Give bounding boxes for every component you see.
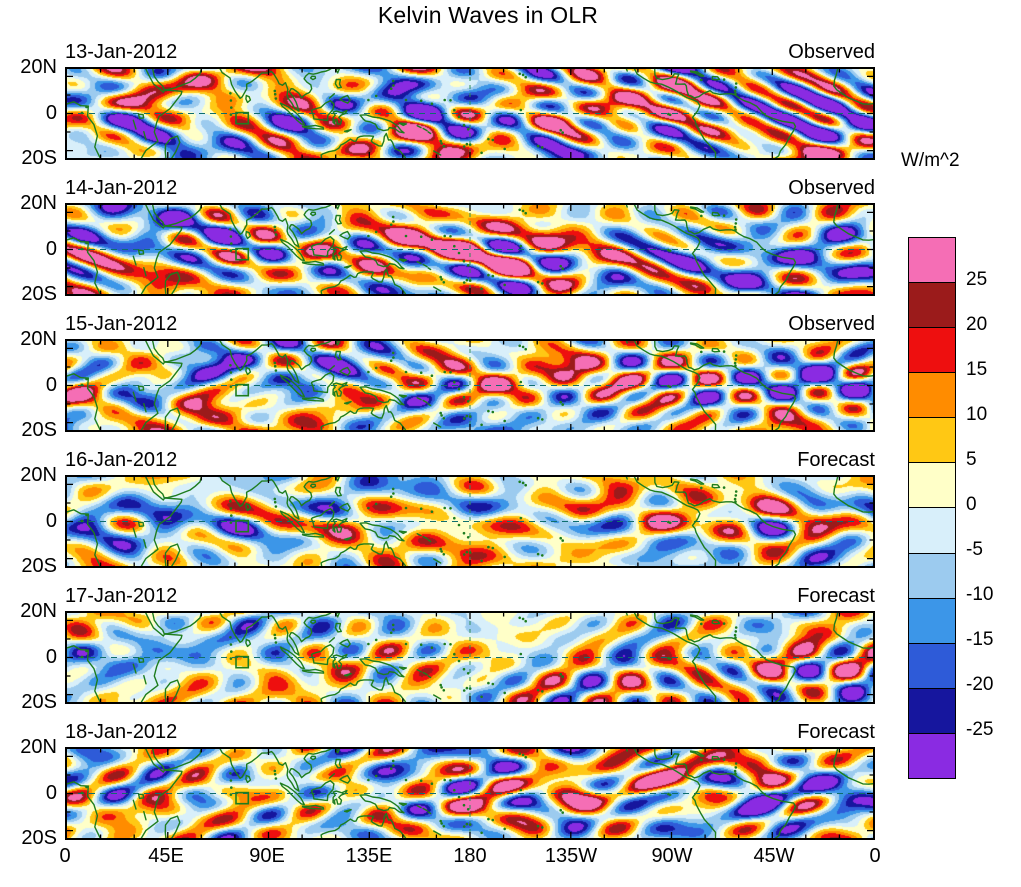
colorbar-swatch [909, 373, 955, 419]
colorbar-swatch [909, 553, 955, 599]
y-tick-label: 20N [20, 600, 57, 622]
colorbar-units-label: W/m^2 [901, 150, 960, 171]
panel-date: 16-Jan-2012 [65, 449, 178, 471]
colorbar-tick-label: 5 [966, 449, 977, 470]
map-plot [65, 203, 875, 296]
y-tick-label: 20S [21, 555, 57, 577]
map-overlay [67, 69, 873, 158]
colorbar-tick-label: -15 [966, 629, 994, 650]
colorbar-tick-label: 25 [966, 269, 988, 290]
colorbar [908, 237, 956, 779]
colorbar-swatch [909, 238, 955, 284]
chart-title: Kelvin Waves in OLR [377, 2, 599, 28]
panel-date: 13-Jan-2012 [65, 41, 178, 63]
map-overlay [67, 613, 873, 702]
colorbar-swatch [909, 733, 955, 778]
map-panel-5: 17-Jan-2012 Forecast 20N 0 20S [0, 585, 875, 712]
map-overlay [67, 477, 873, 566]
panel-source-label: Observed [788, 313, 875, 335]
y-tick-label: 20S [21, 147, 57, 169]
panel-date: 14-Jan-2012 [65, 177, 178, 199]
panel-source-label: Observed [788, 41, 875, 63]
map-panel-3: 15-Jan-2012 Observed 20N 0 20S [0, 313, 875, 440]
panel-date: 17-Jan-2012 [65, 585, 178, 607]
map-plot [65, 67, 875, 160]
panel-header: 18-Jan-2012 Forecast [65, 720, 875, 744]
y-tick-label: 0 [45, 102, 57, 124]
map-plot [65, 747, 875, 840]
colorbar-swatch [909, 283, 955, 329]
colorbar-tick-label: 15 [966, 359, 988, 380]
x-tick-label: 0 [869, 845, 881, 867]
y-tick-label: 0 [45, 646, 57, 668]
map-panel-6: 18-Jan-2012 Forecast 20N 0 20S [0, 721, 875, 848]
y-tick-label: 20S [21, 827, 57, 849]
colorbar-swatch [909, 418, 955, 464]
x-tick-label: 45W [753, 845, 795, 867]
y-tick-label: 0 [45, 510, 57, 532]
x-tick-label: 90E [249, 845, 285, 867]
map-plot [65, 475, 875, 568]
colorbar-tick-label: -25 [966, 719, 994, 740]
y-tick-label: 0 [45, 374, 57, 396]
y-tick-label: 20N [20, 464, 57, 486]
panel-header: 15-Jan-2012 Observed [65, 312, 875, 336]
y-tick-label: 0 [45, 782, 57, 804]
y-tick-label: 20S [21, 283, 57, 305]
x-tick-label: 45E [148, 845, 184, 867]
panel-header: 16-Jan-2012 Forecast [65, 448, 875, 472]
colorbar-swatch [909, 328, 955, 374]
map-panel-1: 13-Jan-2012 Observed 20N 0 20S [0, 41, 875, 168]
panel-source-label: Forecast [797, 585, 875, 607]
panel-source-label: Forecast [797, 721, 875, 743]
panel-header: 14-Jan-2012 Observed [65, 176, 875, 200]
x-tick-label: 135E [345, 845, 393, 867]
panel-date: 15-Jan-2012 [65, 313, 178, 335]
y-tick-label: 20N [20, 192, 57, 214]
y-tick-label: 0 [45, 238, 57, 260]
x-tick-label: 180 [453, 845, 487, 867]
map-panel-2: 14-Jan-2012 Observed 20N 0 20S [0, 177, 875, 304]
x-tick-label: 135W [544, 845, 598, 867]
colorbar-tick-label: -20 [966, 674, 994, 695]
colorbar-swatch [909, 643, 955, 689]
x-tick-label: 90W [651, 845, 693, 867]
y-tick-label: 20N [20, 56, 57, 78]
panel-source-label: Observed [788, 177, 875, 199]
map-plot [65, 611, 875, 704]
map-panel-4: 16-Jan-2012 Forecast 20N 0 20S [0, 449, 875, 576]
map-overlay [67, 749, 873, 838]
colorbar-swatch [909, 688, 955, 734]
map-overlay [67, 205, 873, 294]
colorbar-swatch [909, 598, 955, 644]
panel-header: 13-Jan-2012 Observed [65, 40, 875, 64]
x-tick-label: 0 [59, 845, 71, 867]
panel-date: 18-Jan-2012 [65, 721, 178, 743]
colorbar-tick-label: 10 [966, 404, 988, 425]
map-overlay [67, 341, 873, 430]
y-tick-label: 20S [21, 691, 57, 713]
map-plot [65, 339, 875, 432]
colorbar-tick-label: 0 [966, 494, 977, 515]
colorbar-tick-label: 20 [966, 314, 988, 335]
colorbar-swatch [909, 508, 955, 554]
colorbar-tick-label: -10 [966, 584, 994, 605]
y-tick-label: 20N [20, 736, 57, 758]
panel-header: 17-Jan-2012 Forecast [65, 584, 875, 608]
y-tick-label: 20S [21, 419, 57, 441]
panel-source-label: Forecast [797, 449, 875, 471]
y-tick-label: 20N [20, 328, 57, 350]
colorbar-tick-label: -5 [966, 539, 983, 560]
colorbar-swatch [909, 463, 955, 509]
